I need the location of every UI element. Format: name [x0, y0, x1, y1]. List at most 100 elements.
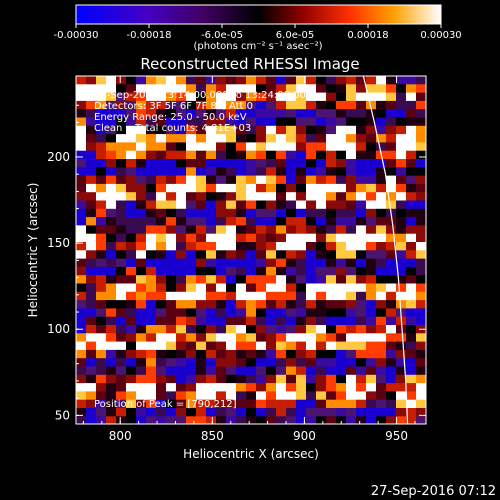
heatmap-cell	[236, 308, 247, 318]
heatmap-cell	[316, 349, 327, 359]
heatmap-cell	[76, 100, 87, 110]
heatmap-cell	[346, 100, 357, 110]
heatmap-cell	[156, 125, 167, 135]
heatmap-cell	[136, 225, 147, 235]
heatmap-cell	[416, 233, 426, 243]
y-tick-label: 200	[47, 150, 70, 164]
heatmap-cell	[96, 283, 107, 293]
heatmap-cell	[206, 358, 217, 367]
heatmap-cell	[266, 349, 277, 359]
heatmap-cell	[336, 308, 347, 318]
heatmap-cell	[106, 125, 117, 135]
heatmap-cell	[316, 399, 327, 409]
heatmap-cell	[326, 134, 337, 143]
heatmap-cell	[316, 109, 327, 118]
heatmap-cell	[86, 125, 97, 135]
heatmap-cell	[386, 300, 397, 309]
heatmap-cell	[76, 242, 87, 251]
heatmap-cell	[356, 291, 367, 301]
heatmap-cell	[196, 100, 207, 110]
heatmap-cell	[416, 125, 426, 135]
heatmap-cell	[296, 383, 307, 392]
heatmap-cell	[206, 366, 217, 376]
heatmap-cell	[246, 167, 257, 177]
heatmap-cell	[376, 217, 387, 226]
heatmap-cell	[386, 192, 397, 201]
heatmap-cell	[136, 308, 147, 318]
heatmap-cell	[166, 374, 177, 384]
heatmap-cell	[376, 84, 387, 94]
heatmap-cell	[416, 316, 426, 326]
heatmap-cell	[356, 183, 367, 193]
heatmap-cell	[196, 275, 207, 284]
annotation-time: 20-Sep-2016 13:14:00.000 to 13:24:00.000	[94, 90, 312, 101]
heatmap-cell	[356, 175, 367, 185]
heatmap-cell	[266, 159, 277, 168]
heatmap-cell	[126, 76, 137, 85]
heatmap-cell	[206, 167, 217, 177]
heatmap-cell	[176, 325, 187, 334]
heatmap-cell	[226, 391, 237, 401]
heatmap-cell	[86, 308, 97, 318]
heatmap-cell	[286, 291, 297, 301]
heatmap-cell	[186, 341, 197, 351]
colorbar-tick-label: -0.00030	[54, 30, 99, 41]
heatmap-cell	[376, 308, 387, 318]
heatmap-cell	[116, 408, 127, 417]
heatmap-cell	[286, 250, 297, 260]
heatmap-cell	[396, 109, 407, 118]
heatmap-cell	[346, 391, 357, 401]
heatmap-cell	[386, 142, 397, 152]
heatmap-cell	[76, 300, 87, 309]
heatmap-cell	[196, 374, 207, 384]
heatmap-cell	[126, 333, 137, 343]
heatmap-cell	[256, 92, 267, 102]
heatmap-cell	[126, 208, 137, 218]
heatmap-cell	[76, 84, 87, 94]
heatmap-cell	[136, 117, 147, 127]
heatmap-cell	[156, 333, 167, 343]
heatmap-cell	[146, 399, 157, 409]
heatmap-cell	[306, 275, 317, 284]
heatmap-cell	[416, 200, 426, 210]
heatmap-cell	[186, 159, 197, 168]
heatmap-cell	[126, 175, 137, 185]
heatmap-cell	[146, 316, 157, 326]
heatmap-cell	[256, 374, 267, 384]
heatmap-cell	[196, 399, 207, 409]
heatmap-cell	[336, 76, 347, 85]
heatmap-cell	[216, 200, 227, 210]
heatmap-cell	[236, 225, 247, 235]
heatmap-cell	[406, 159, 417, 168]
heatmap-cell	[146, 117, 157, 127]
heatmap-cell	[186, 242, 197, 251]
heatmap-cell	[206, 208, 217, 218]
heatmap-cell	[186, 383, 197, 392]
heatmap-cell	[96, 291, 107, 301]
heatmap-cell	[326, 300, 337, 309]
heatmap-cell	[196, 308, 207, 318]
heatmap-cell	[196, 333, 207, 343]
heatmap-cell	[106, 159, 117, 168]
heatmap-cell	[396, 142, 407, 152]
heatmap-cell	[356, 391, 367, 401]
heatmap-cell	[176, 358, 187, 367]
heatmap-cell	[86, 258, 97, 268]
heatmap-cell	[266, 366, 277, 376]
heatmap-cell	[336, 242, 347, 251]
heatmap-cell	[326, 200, 337, 210]
heatmap-cell	[316, 134, 327, 143]
heatmap-cell	[276, 175, 287, 185]
heatmap-cell	[336, 125, 347, 135]
heatmap-cell	[396, 250, 407, 260]
heatmap-cell	[116, 275, 127, 284]
heatmap-cell	[276, 416, 287, 424]
heatmap-cell	[236, 258, 247, 268]
heatmap-cell	[196, 242, 207, 251]
heatmap-cell	[126, 134, 137, 143]
heatmap-cell	[376, 208, 387, 218]
heatmap-cell	[346, 416, 357, 424]
heatmap-cell	[336, 349, 347, 359]
heatmap-cell	[186, 109, 197, 118]
heatmap-cell	[376, 225, 387, 235]
